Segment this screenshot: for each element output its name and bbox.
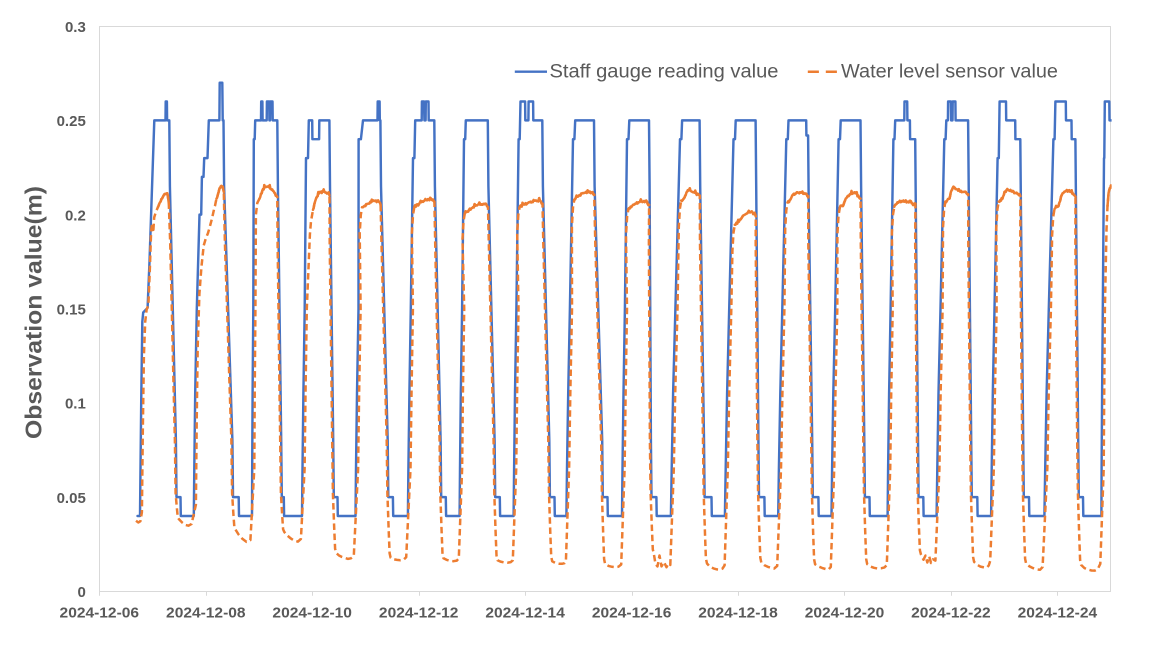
svg-text:0.3: 0.3 [65,19,86,36]
svg-text:Observation value(m): Observation value(m) [21,186,47,439]
svg-text:2024-12-24: 2024-12-24 [1018,604,1098,621]
svg-text:0.1: 0.1 [65,396,86,413]
svg-text:2024-12-06: 2024-12-06 [60,604,140,621]
svg-text:2024-12-14: 2024-12-14 [485,604,565,621]
svg-text:0.05: 0.05 [57,490,86,507]
svg-text:Staff gauge reading value: Staff gauge reading value [550,62,779,83]
svg-text:Water level sensor value: Water level sensor value [841,62,1058,83]
svg-text:0.15: 0.15 [57,302,86,319]
svg-text:2024-12-22: 2024-12-22 [911,604,991,621]
svg-text:2024-12-12: 2024-12-12 [379,604,459,621]
svg-text:2024-12-20: 2024-12-20 [805,604,885,621]
svg-text:0.25: 0.25 [57,113,86,130]
svg-text:2024-12-10: 2024-12-10 [272,604,352,621]
svg-text:2024-12-16: 2024-12-16 [592,604,672,621]
svg-text:0.2: 0.2 [65,207,86,224]
svg-text:2024-12-18: 2024-12-18 [698,604,778,621]
svg-text:0: 0 [77,584,85,601]
svg-text:2024-12-08: 2024-12-08 [166,604,246,621]
